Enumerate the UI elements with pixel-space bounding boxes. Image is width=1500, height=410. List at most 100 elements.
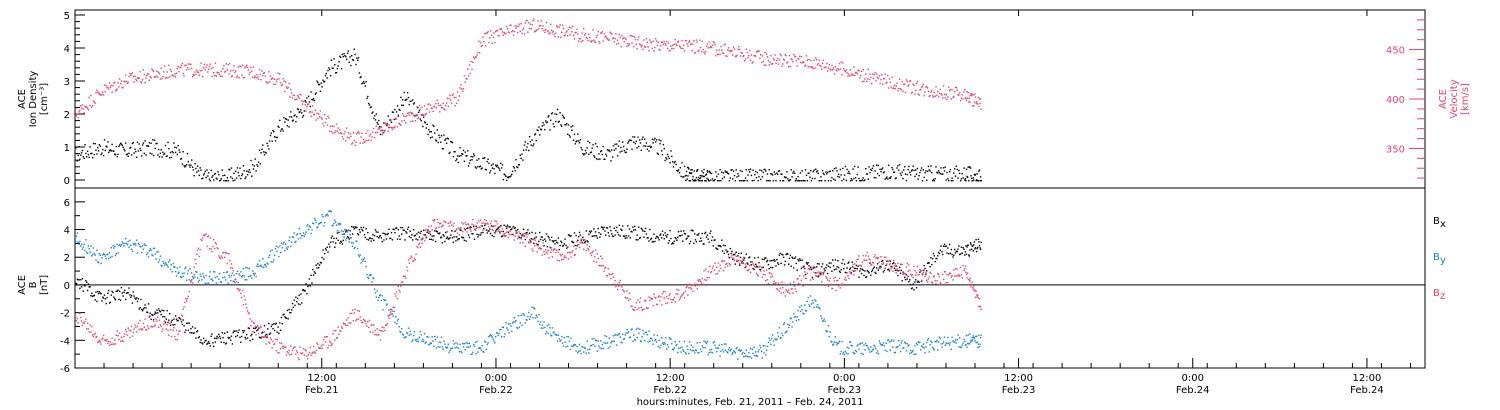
data-point: [872, 348, 875, 350]
data-point: [803, 61, 805, 63]
data-point: [330, 344, 333, 346]
data-point: [94, 143, 96, 145]
data-point: [868, 78, 870, 81]
data-point: [252, 272, 255, 275]
data-point: [93, 153, 95, 156]
data-point: [119, 245, 122, 247]
data-point: [505, 175, 507, 177]
data-point: [161, 265, 163, 267]
data-point: [767, 180, 770, 182]
data-point: [119, 82, 122, 85]
data-point: [494, 232, 496, 234]
data-point: [650, 41, 652, 43]
data-point: [746, 262, 748, 264]
data-point: [180, 64, 183, 66]
data-point: [565, 31, 567, 34]
data-point: [478, 226, 481, 229]
data-point: [146, 329, 148, 331]
data-point: [425, 236, 427, 238]
data-point: [163, 65, 166, 67]
data-point: [567, 234, 570, 236]
data-point: [800, 304, 803, 307]
data-point: [786, 171, 788, 173]
data-point: [130, 296, 132, 298]
data-point: [676, 44, 678, 47]
data-point: [978, 169, 981, 171]
data-point: [517, 327, 519, 329]
data-point: [311, 98, 313, 101]
data-point: [866, 344, 869, 347]
data-point: [379, 235, 381, 237]
data-point: [330, 59, 333, 61]
data-point: [820, 176, 822, 178]
data-point: [344, 131, 346, 133]
data-point: [274, 343, 276, 345]
data-point: [696, 41, 698, 43]
data-point: [695, 349, 698, 352]
data-point: [779, 180, 781, 182]
data-point: [668, 157, 670, 160]
data-point: [84, 285, 86, 287]
data-point: [701, 170, 703, 172]
data-point: [125, 242, 128, 244]
data-point: [640, 227, 642, 230]
data-point: [674, 237, 676, 239]
data-point: [623, 235, 626, 238]
data-point: [944, 97, 946, 99]
data-point: [246, 174, 249, 176]
data-point: [212, 342, 214, 344]
data-point: [219, 256, 221, 259]
data-point: [370, 240, 372, 242]
data-point: [877, 77, 880, 80]
data-point: [193, 74, 195, 76]
data-point: [818, 59, 820, 61]
data-point: [414, 114, 416, 117]
data-point: [288, 126, 290, 128]
data-point: [626, 45, 628, 47]
data-point: [183, 325, 185, 327]
data-point: [902, 90, 904, 93]
data-point: [268, 256, 270, 259]
data-point: [770, 343, 772, 345]
data-point: [954, 168, 956, 170]
data-point: [616, 143, 618, 145]
data-point: [103, 139, 106, 141]
data-point: [193, 266, 195, 268]
data-point: [711, 352, 714, 354]
data-point: [219, 73, 221, 76]
data-point: [893, 171, 896, 173]
data-point: [933, 255, 935, 257]
data-point: [166, 309, 168, 312]
data-point: [191, 159, 193, 161]
data-point: [476, 54, 478, 56]
data-point: [233, 172, 235, 174]
data-point: [637, 239, 639, 241]
data-point: [831, 270, 833, 272]
data-point: [671, 243, 673, 245]
data-point: [473, 56, 475, 58]
data-point: [199, 273, 201, 275]
data-point: [102, 297, 105, 299]
data-point: [537, 320, 539, 323]
data-point: [432, 110, 434, 113]
data-point: [384, 299, 386, 301]
data-point: [639, 328, 641, 330]
data-point: [296, 233, 299, 235]
data-point: [948, 89, 951, 92]
data-point: [99, 145, 101, 147]
data-point: [391, 128, 394, 131]
data-point: [173, 327, 175, 329]
data-point: [737, 173, 739, 175]
data-point: [84, 144, 86, 146]
data-point: [231, 267, 234, 269]
data-point: [469, 345, 471, 347]
data-point: [154, 76, 156, 78]
data-point: [846, 346, 848, 349]
data-point: [203, 63, 206, 66]
data-point: [329, 241, 332, 243]
data-point: [831, 64, 833, 67]
data-point: [566, 30, 568, 32]
data-point: [290, 353, 293, 356]
data-point: [195, 270, 197, 273]
data-point: [539, 128, 542, 130]
